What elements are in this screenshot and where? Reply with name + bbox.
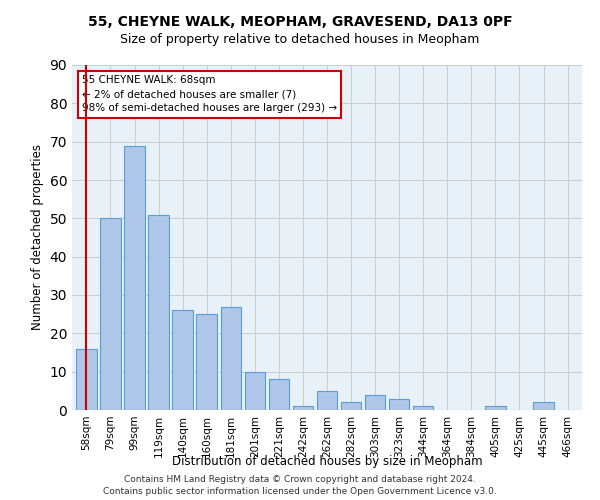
- Bar: [172, 310, 193, 410]
- Bar: [76, 348, 97, 410]
- Bar: [389, 398, 409, 410]
- Bar: [485, 406, 506, 410]
- Text: Distribution of detached houses by size in Meopham: Distribution of detached houses by size …: [172, 455, 482, 468]
- Bar: [100, 218, 121, 410]
- Y-axis label: Number of detached properties: Number of detached properties: [31, 144, 44, 330]
- Bar: [365, 394, 385, 410]
- Bar: [269, 380, 289, 410]
- Text: Size of property relative to detached houses in Meopham: Size of property relative to detached ho…: [121, 32, 479, 46]
- Bar: [221, 306, 241, 410]
- Text: Contains public sector information licensed under the Open Government Licence v3: Contains public sector information licen…: [103, 488, 497, 496]
- Bar: [533, 402, 554, 410]
- Bar: [341, 402, 361, 410]
- Bar: [317, 391, 337, 410]
- Text: Contains HM Land Registry data © Crown copyright and database right 2024.: Contains HM Land Registry data © Crown c…: [124, 475, 476, 484]
- Bar: [293, 406, 313, 410]
- Bar: [413, 406, 433, 410]
- Bar: [245, 372, 265, 410]
- Text: 55, CHEYNE WALK, MEOPHAM, GRAVESEND, DA13 0PF: 55, CHEYNE WALK, MEOPHAM, GRAVESEND, DA1…: [88, 15, 512, 29]
- Bar: [196, 314, 217, 410]
- Text: 55 CHEYNE WALK: 68sqm
← 2% of detached houses are smaller (7)
98% of semi-detach: 55 CHEYNE WALK: 68sqm ← 2% of detached h…: [82, 76, 337, 114]
- Bar: [148, 214, 169, 410]
- Bar: [124, 146, 145, 410]
